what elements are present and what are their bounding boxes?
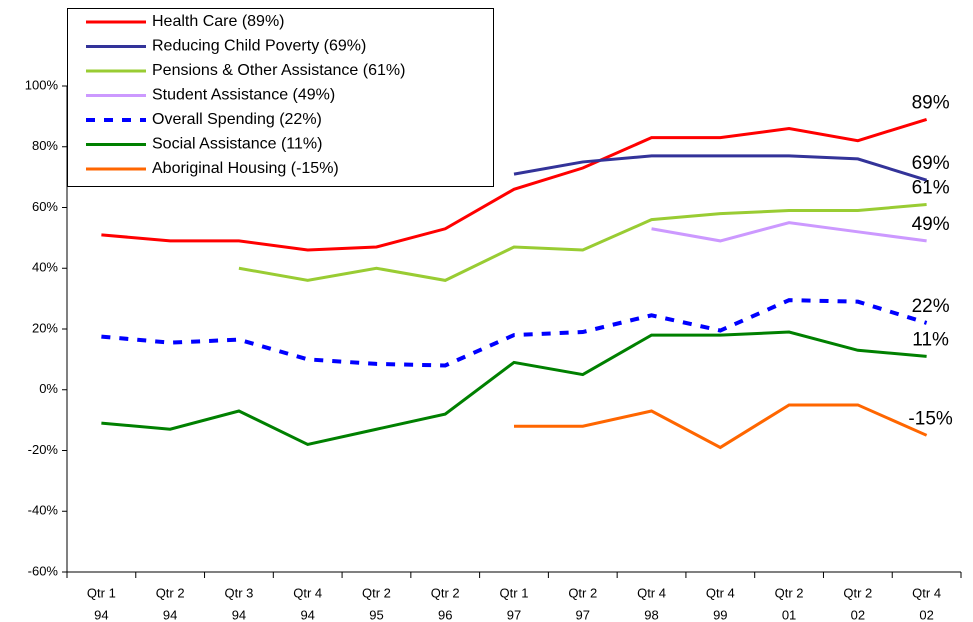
legend-label: Health Care (89%) [152,13,285,30]
x-tick-label: Qtr 2 [362,585,391,600]
x-tick-label: Qtr 1 [87,585,116,600]
x-tick-label: 98 [644,607,658,622]
y-tick-label: 0% [39,381,58,396]
y-tick-label: 100% [25,77,59,92]
x-tick-label: Qtr 4 [706,585,735,600]
series-line [513,154,928,182]
y-tick-label: 40% [32,260,58,275]
x-tick-label: 96 [438,607,452,622]
legend: Health Care (89%) Reducing Child Poverty … [67,8,494,187]
x-tick-label: 94 [300,607,314,622]
x-tick-label: 97 [507,607,521,622]
legend-label: Reducing Child Poverty (69%) [152,38,366,55]
x-tick-label: 94 [163,607,177,622]
legend-label: Aboriginal Housing (-15%) [152,160,339,177]
x-tick-label: 99 [713,607,727,622]
y-tick-label: -40% [28,503,59,518]
series-line [101,330,927,447]
y-tick-label: 60% [32,199,58,214]
end-label: 61% [912,177,950,198]
x-tick-label: Qtr 3 [224,585,253,600]
y-tick-label: 80% [32,138,58,153]
x-tick-label: Qtr 2 [156,585,185,600]
end-label: 89% [912,92,950,113]
x-tick-label: 97 [576,607,590,622]
x-tick-label: Qtr 2 [843,585,872,600]
x-tick-label: Qtr 2 [568,585,597,600]
x-tick-label: 02 [851,607,865,622]
legend-label: Social Assistance (11%) [152,136,322,153]
series-line [101,117,928,252]
x-tick-label: Qtr 2 [775,585,804,600]
series-line [101,298,928,368]
x-tick-label: Qtr 4 [912,585,941,600]
x-tick-label: Qtr 4 [637,585,666,600]
legend-box [67,8,494,187]
x-tick-label: Qtr 2 [431,585,460,600]
y-tick-label: -20% [28,442,59,457]
end-label: -15% [908,408,952,429]
end-label: 69% [912,153,950,174]
x-tick-label: 94 [94,607,108,622]
end-label: 22% [912,296,950,317]
x-tick-label: 95 [369,607,383,622]
legend-label: Overall Spending (22%) [152,111,322,128]
legend-label: Student Assistance (49%) [152,87,335,104]
x-tick-label: 01 [782,607,796,622]
y-tick-label: 20% [32,320,58,335]
series-line [238,202,927,282]
x-tick-label: Qtr 4 [293,585,322,600]
x-tick-label: Qtr 1 [500,585,529,600]
x-tick-label: 02 [919,607,933,622]
series-line [514,403,928,450]
y-tick-label: -60% [28,563,59,578]
end-label: 11% [912,329,949,350]
x-tick-label: 94 [232,607,246,622]
series-line [651,221,927,243]
legend-label: Pensions & Other Assistance (61%) [152,62,405,79]
end-label: 49% [912,214,950,235]
